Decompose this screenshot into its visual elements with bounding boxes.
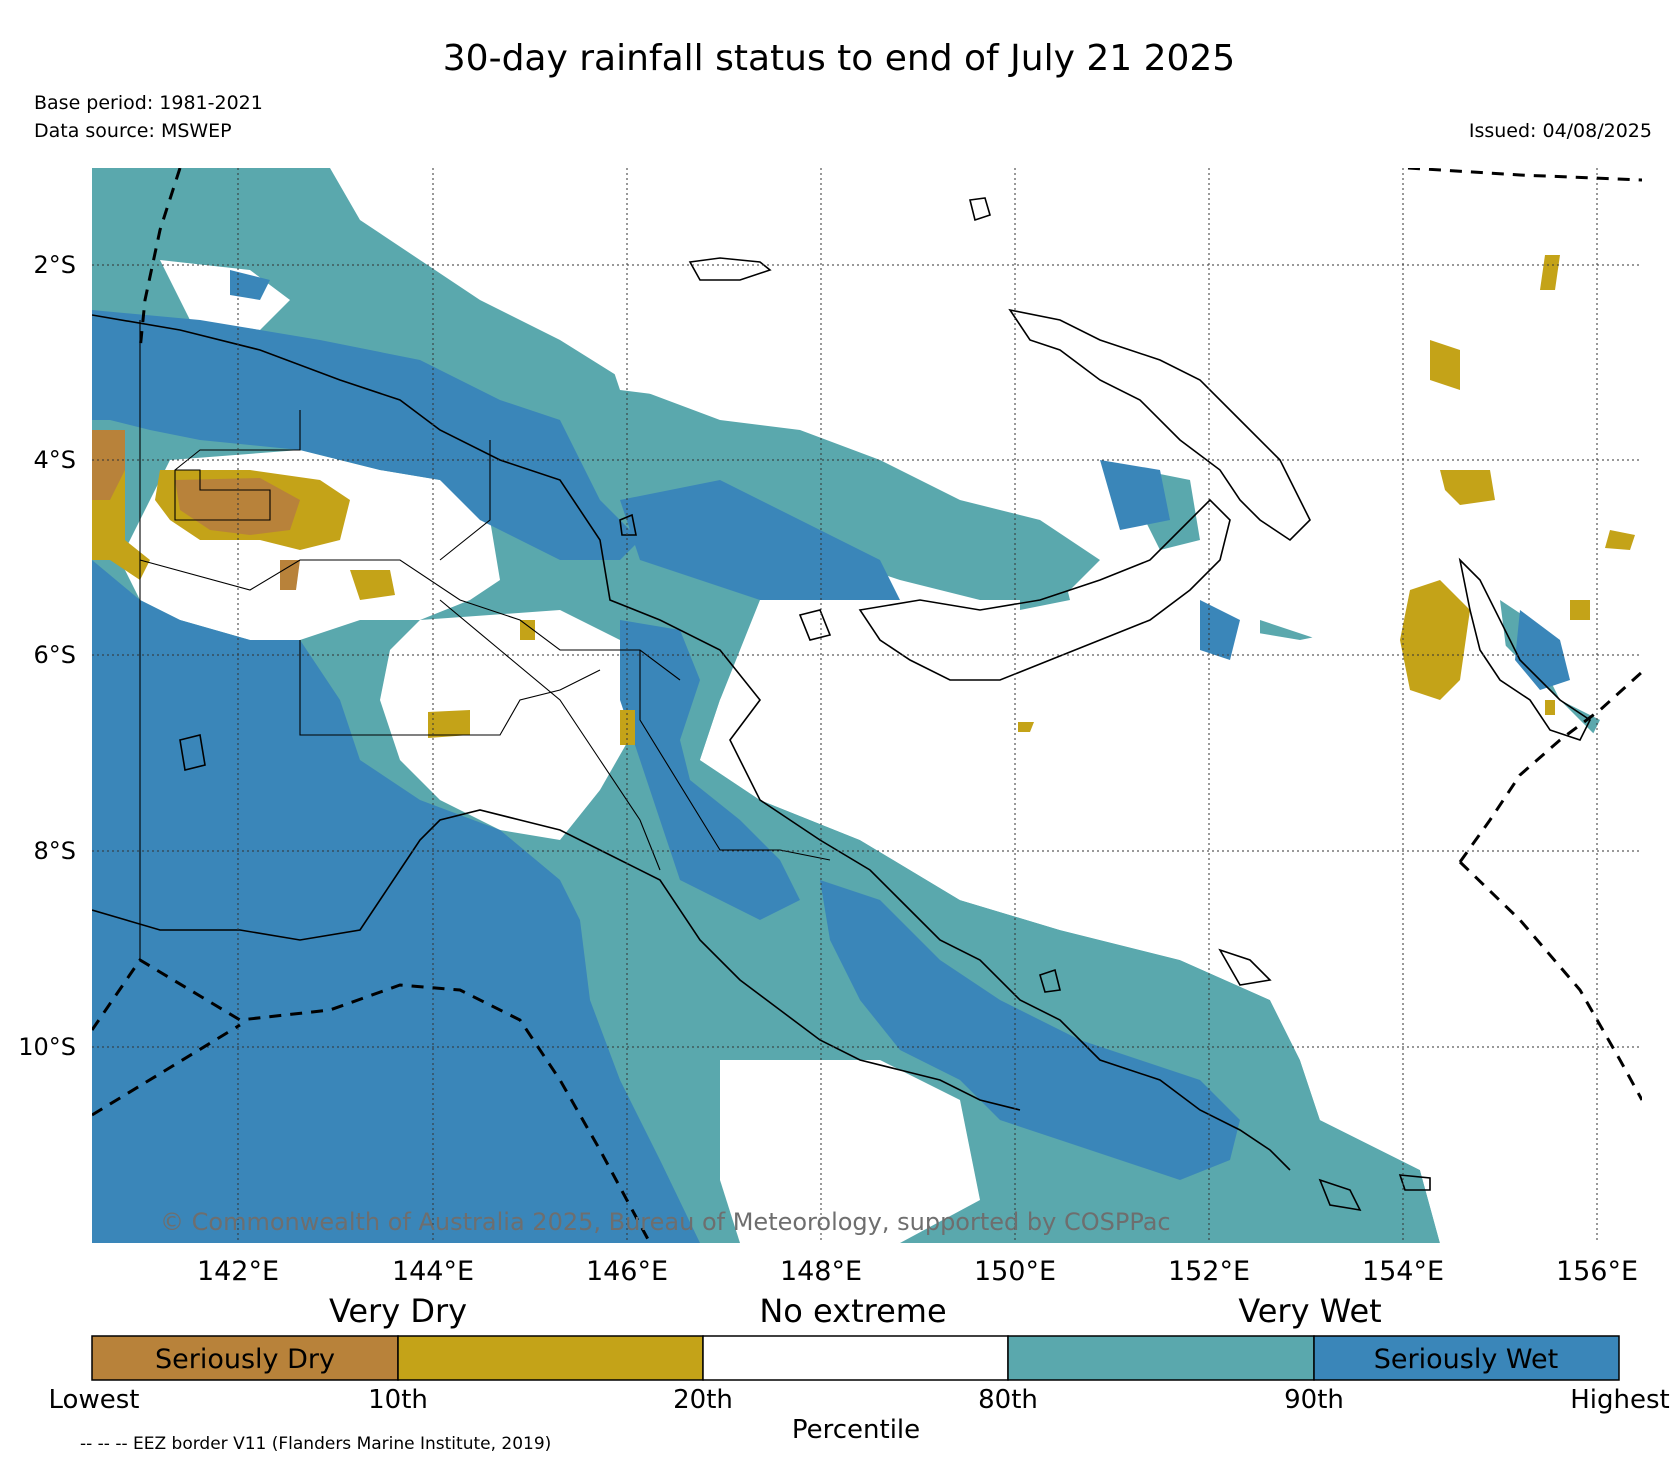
category-very-wet: Very Wet: [1238, 1292, 1381, 1330]
lat-label: 2°S: [33, 251, 76, 279]
issued-date: Issued: 04/08/2025: [1468, 120, 1652, 142]
lat-label: 10°S: [18, 1033, 76, 1061]
tick-90th: 90th: [1284, 1385, 1344, 1415]
lon-label: 142°E: [197, 1256, 279, 1287]
tick-80th: 80th: [978, 1385, 1038, 1415]
lon-label: 146°E: [586, 1256, 668, 1287]
legend-bin-no-extreme: [702, 1335, 1009, 1381]
lat-label: 8°S: [33, 837, 76, 865]
no-extreme-region: [120, 168, 1642, 1243]
lat-label: 4°S: [33, 446, 76, 474]
map-area: [92, 168, 1642, 1243]
tick-lowest: Lowest: [49, 1385, 140, 1415]
lon-label: 154°E: [1362, 1256, 1444, 1287]
tick-highest: Highest: [1570, 1385, 1670, 1415]
eez-footnote: -- -- -- EEZ border V11 (Flanders Marine…: [80, 1434, 552, 1454]
seriously-dry-region: [92, 430, 300, 590]
graticule: [92, 168, 1642, 1243]
copyright-watermark: © Commonwealth of Australia 2025, Bureau…: [160, 1208, 1171, 1236]
legend-label-seriously-dry: Seriously Dry: [155, 1344, 335, 1375]
legend-bin-very-wet: [1007, 1335, 1315, 1381]
map-title: 30-day rainfall status to end of July 21…: [442, 38, 1236, 79]
legend-categories: Very Dry No extreme Very Wet: [329, 1292, 1382, 1330]
lat-label: 6°S: [33, 641, 76, 669]
legend-label-seriously-wet: Seriously Wet: [1374, 1344, 1558, 1375]
base-period: Base period: 1981-2021: [34, 92, 263, 114]
data-source: Data source: MSWEP: [34, 120, 232, 142]
latitude-labels: 2°S 4°S 6°S 8°S 10°S: [18, 251, 76, 1061]
percentile-axis-label: Percentile: [792, 1415, 920, 1445]
tick-10th: 10th: [368, 1385, 428, 1415]
eez-borders: [92, 168, 1642, 1243]
lon-label: 144°E: [392, 1256, 474, 1287]
lon-label: 152°E: [1168, 1256, 1250, 1287]
category-no-extreme: No extreme: [759, 1292, 946, 1330]
seriously-wet-region: [92, 270, 1570, 1243]
percentile-ticks: Lowest 10th 20th 80th 90th Highest Perce…: [49, 1385, 1670, 1445]
legend-bin-seriously-wet: [1313, 1335, 1620, 1381]
legend-bin-very-dry: [397, 1335, 704, 1381]
lon-label: 148°E: [780, 1256, 862, 1287]
legend-bin-seriously-dry: [91, 1335, 399, 1381]
tick-20th: 20th: [673, 1385, 733, 1415]
coastlines: [92, 197, 1592, 1212]
longitude-labels: 142°E 144°E 146°E 148°E 150°E 152°E 154°…: [197, 1256, 1638, 1287]
legend-colorbar: Seriously Dry Seriously Wet: [91, 1335, 1620, 1381]
lon-label: 156°E: [1556, 1256, 1638, 1287]
category-very-dry: Very Dry: [329, 1292, 467, 1330]
lon-label: 150°E: [974, 1256, 1056, 1287]
